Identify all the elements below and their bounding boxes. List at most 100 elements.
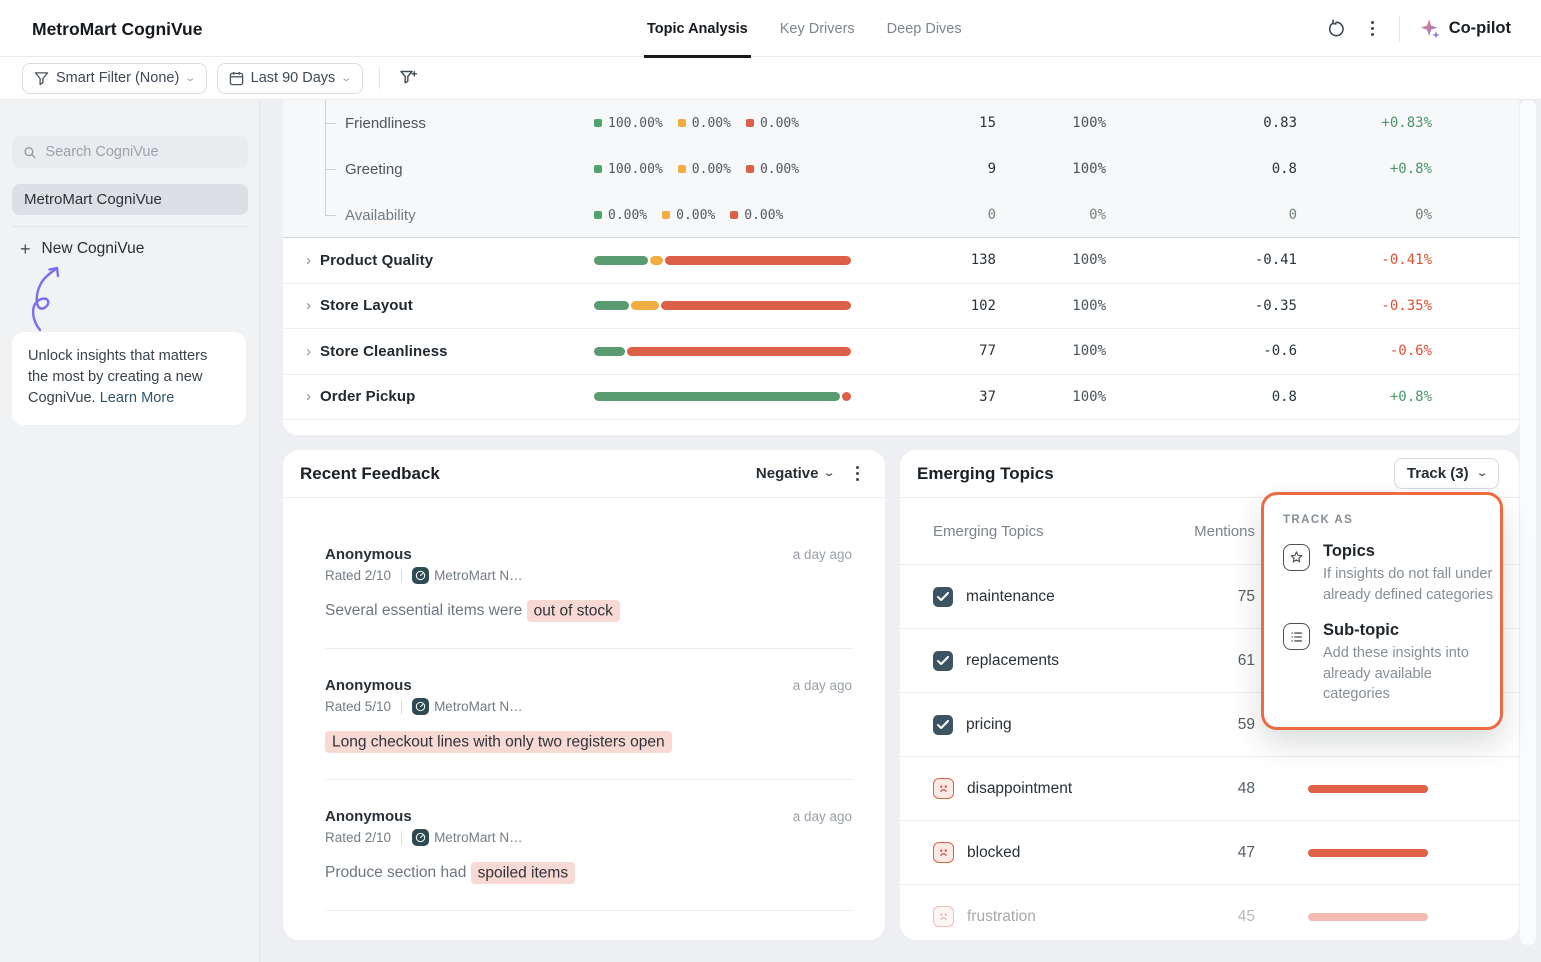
sentiment-bar — [594, 301, 851, 311]
search-input[interactable] — [45, 144, 237, 160]
smart-filter-dropdown[interactable]: Smart Filter (None) ⌄ — [22, 62, 207, 94]
sentiment-filter-dropdown[interactable]: Negative ⌄ — [755, 465, 836, 482]
feedback-item: Anonymous a day ago Rated 5/10 MetroMart N…… — [325, 649, 852, 754]
score-value: 0 — [1288, 207, 1297, 223]
sentiment-bar-cell — [594, 301, 851, 311]
emerging-topic-row[interactable]: frustration 45 — [900, 885, 1519, 940]
mentions-count: 47 — [1237, 843, 1255, 861]
date-range-dropdown[interactable]: Last 90 Days ⌄ — [216, 62, 363, 94]
tab-key-drivers[interactable]: Key Drivers — [779, 20, 855, 37]
filter-bar: Smart Filter (None) ⌄ Last 90 Days ⌄ — [0, 57, 1541, 100]
feedback-rating: Rated 2/10 — [325, 830, 392, 846]
sidebar-search[interactable] — [12, 136, 248, 168]
sidebar-item-metromart[interactable]: MetroMart CogniVue — [12, 184, 248, 215]
chevron-right-icon[interactable]: › — [306, 388, 311, 406]
chevron-right-icon[interactable]: › — [306, 251, 311, 269]
copilot-button[interactable]: Co-pilot — [1419, 18, 1511, 40]
funnel-icon — [34, 71, 49, 85]
feedback-more-options-icon[interactable] — [850, 462, 865, 486]
checkbox-checked-icon[interactable] — [933, 650, 953, 671]
chevron-right-icon[interactable]: › — [306, 297, 311, 315]
sentiment-legend: 100.00% 0.00% 0.00% — [594, 116, 851, 131]
topic-rows: › Product Quality 138 100% -0.41 -0.41% › Store… — [283, 238, 1519, 420]
recent-feedback-card: Recent Feedback Negative ⌄ Anonymous a da… — [283, 450, 885, 940]
emerging-topic-cell: replacements — [933, 650, 1173, 671]
emerging-topic-cell: frustration — [933, 906, 1173, 927]
mentions-count: 59 — [1237, 715, 1255, 733]
score-value: 0.8 — [1271, 388, 1297, 405]
negative-segment — [842, 392, 851, 402]
coverage-value: 100% — [1072, 388, 1106, 405]
more-options-icon[interactable] — [1365, 17, 1380, 41]
topic-name: › Store Layout — [283, 297, 594, 314]
feedback-item: Anonymous a day ago Rated 2/10 MetroMart N…… — [325, 518, 852, 623]
list-icon — [1283, 623, 1310, 651]
neutral-marker-icon — [677, 119, 686, 127]
mentions-count: 45 — [1237, 907, 1255, 925]
subtopic-label: Greeting — [345, 160, 403, 178]
track-as-popover: TRACK AS Topics If insights do not fall … — [1261, 492, 1503, 730]
emerging-topic-label: disappointment — [967, 779, 1073, 797]
highlighted-phrase: out of stock — [526, 599, 620, 622]
topic-row[interactable]: › Order Pickup 37 100% 0.8 +0.8% — [283, 375, 1519, 420]
copilot-label: Co-pilot — [1448, 19, 1511, 37]
emerging-topic-row[interactable]: disappointment 48 — [900, 757, 1519, 821]
coverage-value: 100% — [1072, 252, 1106, 269]
popover-option-topics[interactable]: Topics If insights do not fall under alr… — [1283, 542, 1493, 605]
hand-drawn-arrow-icon — [31, 266, 60, 332]
feedback-author: Anonymous — [325, 939, 412, 940]
new-cognivue-button[interactable]: + New CogniVue — [20, 239, 145, 259]
emerging-topics-column-headers: Emerging Topics Mentions — [900, 498, 1519, 565]
star-icon — [1283, 544, 1310, 571]
topic-row[interactable]: › Store Cleanliness 77 100% -0.6 -0.6% — [283, 329, 1519, 375]
meta-divider — [401, 699, 403, 714]
sad-face-icon — [933, 842, 954, 863]
subtopic-row[interactable]: Friendliness 100.00% 0.00% 0.00% 15 100% 0.83 +… — [283, 100, 1519, 146]
recent-feedback-header: Recent Feedback Negative ⌄ — [283, 450, 885, 498]
meta-divider — [401, 830, 403, 845]
track-button[interactable]: Track (3) ⌄ — [1393, 458, 1499, 489]
emerging-topic-row[interactable]: blocked 47 — [900, 821, 1519, 885]
refresh-icon[interactable] — [1326, 19, 1346, 39]
mentions-count: 48 — [1237, 779, 1255, 797]
learn-more-link[interactable]: Learn More — [99, 390, 175, 407]
coverage-value: 100% — [1072, 115, 1106, 131]
popover-option-subtopic[interactable]: Sub-topic Add these insights into alread… — [1283, 621, 1481, 705]
popover-heading: TRACK AS — [1283, 514, 1354, 526]
negative-marker-icon — [745, 165, 754, 173]
feedback-rating: Rated 5/10 — [325, 699, 392, 715]
emerging-topic-label: maintenance — [966, 587, 1055, 605]
subtopic-row[interactable]: Greeting 100.00% 0.00% 0.00% 9 100% 0.8 +0.8% — [283, 146, 1519, 192]
chevron-right-icon[interactable]: › — [306, 342, 311, 360]
emerging-topic-label: blocked — [967, 843, 1021, 861]
topic-row[interactable]: › Product Quality 138 100% -0.41 -0.41% — [283, 238, 1519, 284]
feedback-timestamp: a day ago — [792, 547, 852, 562]
feedback-item: Anonymous a day ago Rated 2/10 MetroMart N…… — [325, 780, 852, 885]
coverage-value: 100% — [1072, 343, 1106, 360]
sentiment-legend: 0.00% 0.00% 0.00% — [594, 208, 851, 223]
tree-line — [325, 100, 326, 215]
sad-face-icon — [933, 906, 954, 927]
app-title: MetroMart CogniVue — [32, 19, 203, 39]
feedback-phrase: Produce section had — [325, 864, 471, 882]
topic-analysis-table: Friendliness 100.00% 0.00% 0.00% 15 100% 0.83 +… — [283, 100, 1519, 435]
subtopic-row[interactable]: Availability 0.00% 0.00% 0.00% 0 0% 0 0% — [283, 192, 1519, 238]
topic-row[interactable]: › Store Layout 102 100% -0.35 -0.35% — [283, 284, 1519, 329]
recent-feedback-title: Recent Feedback — [300, 463, 440, 483]
tab-topic-analysis[interactable]: Topic Analysis — [644, 0, 751, 58]
sentiment-bar — [594, 392, 851, 402]
checkbox-checked-icon[interactable] — [933, 714, 953, 735]
tab-deep-dives[interactable]: Deep Dives — [886, 20, 962, 37]
add-filter-icon[interactable] — [399, 69, 417, 87]
change-value: -0.41% — [1381, 252, 1432, 269]
negative-marker-icon — [745, 119, 754, 127]
checkbox-checked-icon[interactable] — [933, 586, 953, 607]
mentions-bar — [1308, 784, 1428, 793]
legend-neutral-value: 0.00% — [691, 115, 731, 131]
sentiment-bar-cell — [594, 346, 851, 356]
emerging-topic-label: frustration — [967, 907, 1036, 925]
page-scrollbar[interactable] — [1520, 100, 1536, 945]
feedback-author: Anonymous — [325, 677, 412, 695]
